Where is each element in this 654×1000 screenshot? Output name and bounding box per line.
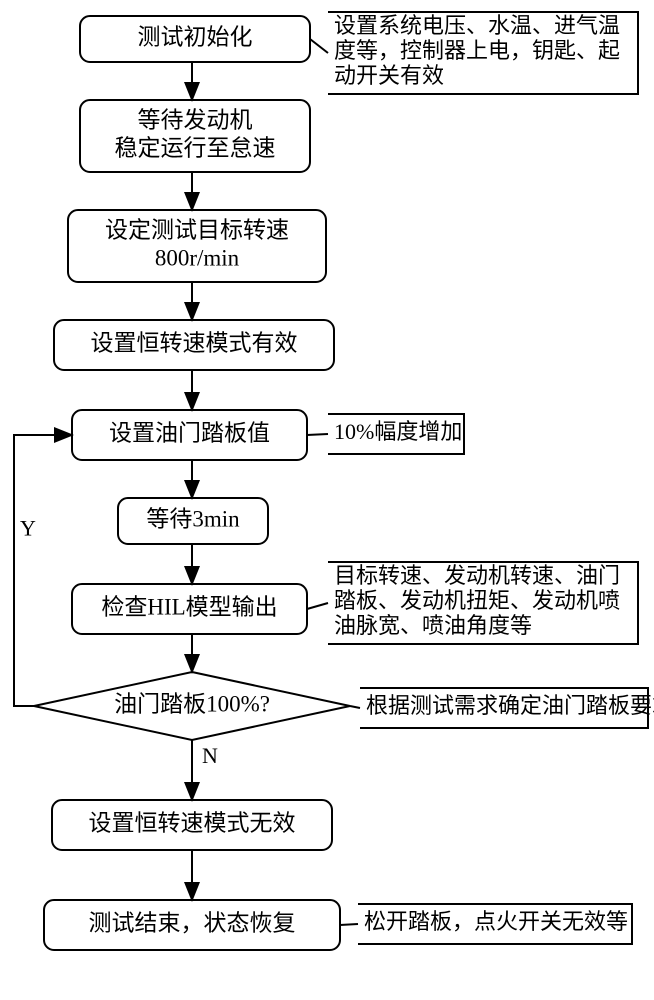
svg-text:度等，控制器上电，钥匙、起: 度等，控制器上电，钥匙、起 — [334, 38, 620, 63]
label-no: N — [202, 743, 218, 768]
svg-text:动开关有效: 动开关有效 — [334, 63, 444, 88]
svg-text:油门踏板100%?: 油门踏板100%? — [114, 691, 270, 716]
svg-text:稳定运行至怠速: 稳定运行至怠速 — [115, 135, 276, 160]
svg-text:松开踏板，点火开关无效等: 松开踏板，点火开关无效等 — [364, 909, 628, 934]
svg-text:设置恒转速模式有效: 设置恒转速模式有效 — [91, 330, 298, 355]
svg-text:目标转速、发动机转速、油门: 目标转速、发动机转速、油门 — [334, 563, 620, 588]
annotation-connector-ad — [350, 706, 360, 708]
annotation-connector-a9 — [340, 924, 358, 925]
svg-text:根据测试需求确定油门踏板要求: 根据测试需求确定油门踏板要求 — [366, 693, 654, 718]
svg-text:等待3min: 等待3min — [146, 506, 240, 531]
arrow-loop-yes — [14, 435, 72, 706]
annotation-connector-a7 — [307, 603, 328, 609]
svg-text:检查HIL模型输出: 检查HIL模型输出 — [101, 594, 277, 619]
annotation-connector-a5 — [307, 434, 328, 435]
svg-text:设置油门踏板值: 设置油门踏板值 — [109, 420, 270, 445]
annotation-connector-a1 — [310, 39, 328, 53]
svg-text:800r/min: 800r/min — [155, 245, 240, 270]
svg-text:设置恒转速模式无效: 设置恒转速模式无效 — [89, 810, 296, 835]
label-yes: Y — [20, 516, 36, 541]
svg-text:设定测试目标转速: 设定测试目标转速 — [105, 217, 289, 242]
svg-text:油脉宽、喷油角度等: 油脉宽、喷油角度等 — [334, 613, 532, 638]
svg-text:测试结束，状态恢复: 测试结束，状态恢复 — [89, 910, 296, 935]
svg-text:踏板、发动机扭矩、发动机喷: 踏板、发动机扭矩、发动机喷 — [334, 588, 620, 613]
svg-text:设置系统电压、水温、进气温: 设置系统电压、水温、进气温 — [334, 13, 620, 38]
svg-text:等待发动机: 等待发动机 — [138, 107, 253, 132]
svg-text:测试初始化: 测试初始化 — [138, 24, 253, 49]
svg-text:10%幅度增加: 10%幅度增加 — [334, 419, 462, 444]
